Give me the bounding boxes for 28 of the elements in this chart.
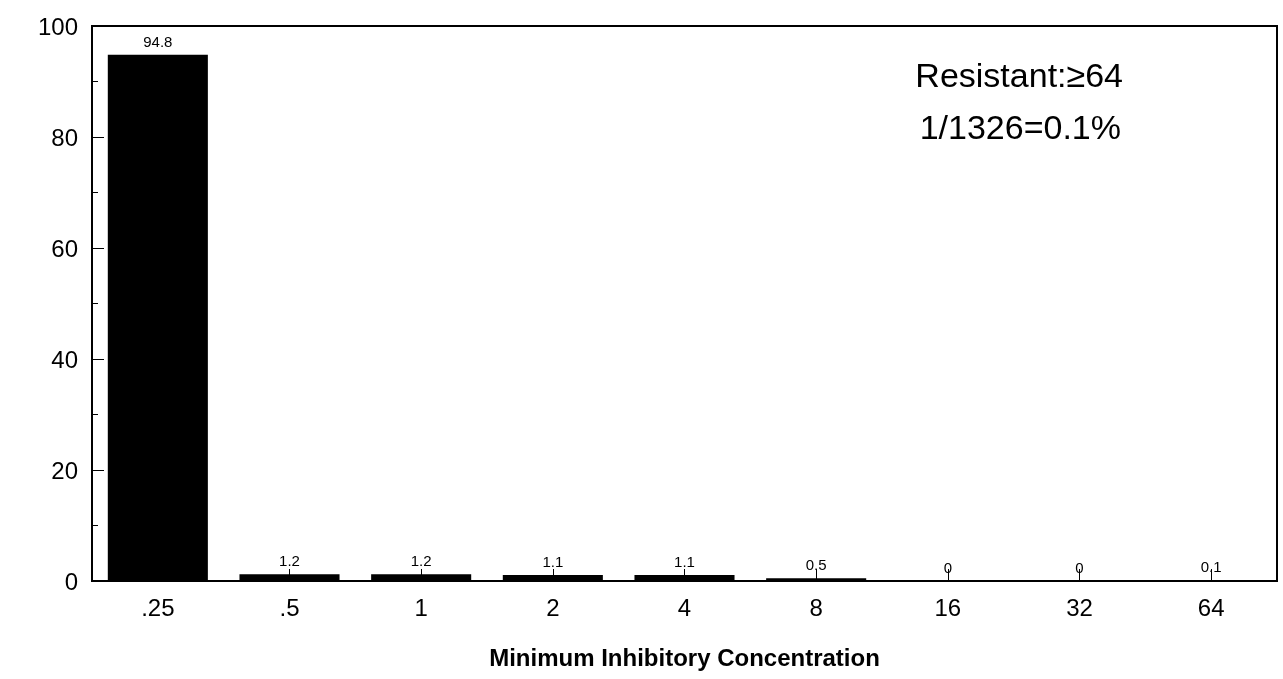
x-tick-label: .25 — [141, 593, 175, 621]
x-tick-label: 64 — [1197, 593, 1225, 621]
data-label: 94.8 — [143, 32, 173, 50]
bar — [107, 54, 208, 581]
data-label: 0.5 — [805, 556, 827, 574]
annotation: Resistant:≥64 — [915, 56, 1123, 94]
y-tick-label: 80 — [51, 123, 78, 151]
data-label: 1.1 — [674, 552, 695, 570]
x-tick-label: .5 — [279, 593, 300, 621]
x-tick-label: 8 — [809, 593, 823, 621]
x-tick-label: 4 — [677, 593, 692, 621]
annotation: 1/1326=0.1% — [919, 108, 1121, 146]
data-label: 0.1 — [1200, 558, 1222, 576]
y-tick-label: 0 — [64, 567, 78, 595]
y-tick-label: 40 — [51, 345, 78, 373]
data-label: 1.2 — [410, 552, 432, 570]
x-tick-label: 1 — [414, 593, 428, 621]
x-tick-label: 16 — [934, 593, 962, 621]
data-label: 1.1 — [542, 552, 564, 570]
x-tick-label: 32 — [1066, 593, 1093, 621]
y-tick-label: 20 — [51, 456, 78, 484]
x-tick-label: 2 — [546, 593, 560, 621]
y-tick-label: 60 — [51, 234, 78, 262]
y-tick-label: 100 — [37, 12, 78, 40]
data-label: 1.2 — [279, 552, 300, 570]
data-label: 0 — [1075, 559, 1084, 576]
data-label: 0 — [943, 559, 953, 576]
x-axis-title: Minimum Inhibitory Concentration — [489, 643, 880, 671]
